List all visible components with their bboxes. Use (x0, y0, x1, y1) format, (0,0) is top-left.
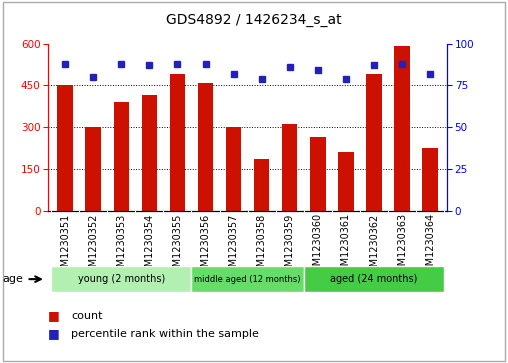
Bar (142, 95, 157, 211)
Text: GSM1230363: GSM1230363 (397, 213, 407, 278)
Bar (51, 266, 192, 292)
Bar (304, 266, 444, 292)
Text: GSM1230364: GSM1230364 (425, 213, 435, 278)
Bar (226, 127, 241, 211)
Text: GSM1230358: GSM1230358 (257, 213, 267, 278)
Text: GSM1230360: GSM1230360 (313, 213, 323, 278)
Text: aged (24 months): aged (24 months) (330, 274, 418, 284)
Text: GSM1230357: GSM1230357 (229, 213, 239, 279)
Bar (198, 82, 213, 211)
Bar (282, 124, 298, 211)
Bar (394, 46, 410, 211)
Bar (192, 266, 304, 292)
Text: GSM1230352: GSM1230352 (88, 213, 98, 279)
Bar (423, 148, 438, 211)
Bar (114, 102, 129, 211)
Text: GSM1230355: GSM1230355 (172, 213, 182, 279)
Bar (310, 137, 326, 211)
Bar (170, 74, 185, 211)
Bar (338, 152, 354, 211)
Text: percentile rank within the sample: percentile rank within the sample (71, 329, 259, 339)
Text: middle aged (12 months): middle aged (12 months) (195, 275, 301, 284)
Bar (254, 159, 269, 211)
Text: GDS4892 / 1426234_s_at: GDS4892 / 1426234_s_at (166, 13, 342, 27)
Text: GSM1230361: GSM1230361 (341, 213, 351, 278)
Text: GSM1230362: GSM1230362 (369, 213, 379, 278)
Bar (366, 74, 382, 211)
Text: age: age (3, 274, 23, 284)
Text: count: count (71, 311, 103, 321)
Bar (57, 85, 73, 211)
Text: GSM1230356: GSM1230356 (201, 213, 210, 278)
Text: GSM1230354: GSM1230354 (144, 213, 154, 278)
Text: GSM1230353: GSM1230353 (116, 213, 126, 278)
Text: ■: ■ (48, 327, 60, 340)
Bar (85, 127, 101, 211)
Text: young (2 months): young (2 months) (78, 274, 165, 284)
Text: GSM1230359: GSM1230359 (285, 213, 295, 278)
Text: GSM1230351: GSM1230351 (60, 213, 70, 278)
Text: ■: ■ (48, 309, 60, 322)
